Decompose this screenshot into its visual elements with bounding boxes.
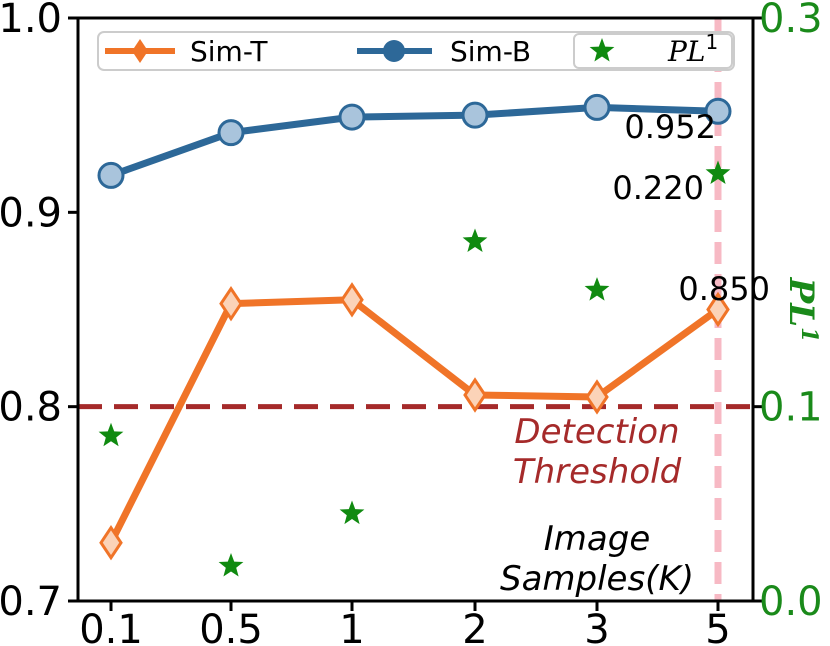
x-tick-label-1: 1	[339, 607, 364, 646]
pl1-point-3	[584, 277, 610, 301]
x-tick-label-5: 5	[705, 607, 730, 646]
sim-t-line	[107, 296, 721, 545]
legend-sim-t-label: Sim-T	[190, 35, 268, 68]
legend-pl1-label: PL1	[667, 30, 718, 68]
x-tick-label-2: 2	[462, 607, 487, 646]
right-axis-label-base: PL	[781, 277, 821, 327]
right-tick-label-0.3: 0.3	[759, 0, 823, 42]
pl1-point-0.1	[98, 422, 124, 447]
legend-pl1-box	[573, 33, 733, 69]
sim-t-point-0.5	[219, 285, 243, 322]
right-axis-label: PL1	[781, 277, 822, 343]
legend-pl1-marker	[589, 38, 615, 62]
threshold-label-line2: Threshold	[513, 452, 682, 492]
sim-b-point-0.1	[97, 161, 125, 189]
legend-pl1-label-sup: 1	[705, 30, 718, 54]
x-tick-label-0.5: 0.5	[199, 607, 263, 646]
left-axis-ticks: 0.7 0.8 0.9 1.0	[0, 0, 78, 625]
legend: Sim-T Sim-B PL1	[97, 30, 735, 71]
right-axis-label-sup: 1	[796, 327, 822, 342]
pl1-point-1	[339, 500, 365, 525]
threshold-label-line1: Detection	[514, 412, 679, 452]
sim-t-point-5	[706, 291, 730, 328]
x-tick-label-0.1: 0.1	[79, 607, 143, 646]
left-tick-label-0.8: 0.8	[0, 385, 62, 431]
legend-sim-b-label: Sim-B	[450, 35, 531, 68]
x-tick-label-3: 3	[584, 607, 609, 646]
legend-pl1-label-base: PL	[667, 35, 705, 68]
sim-t-point-3	[585, 379, 609, 415]
left-tick-label-1.0: 1.0	[0, 0, 62, 42]
sim-t-point-1	[340, 282, 364, 318]
annotation-sim-b-last: 0.952	[624, 108, 716, 146]
legend-sim-t-marker	[132, 39, 148, 63]
sim-b-line	[109, 103, 719, 179]
sim-b-point-1	[338, 103, 366, 131]
sim-b-point-0.5	[217, 119, 245, 147]
right-tick-label-0.0: 0.0	[759, 579, 823, 625]
left-tick-label-0.7: 0.7	[0, 579, 62, 625]
sim-b-point-3	[583, 93, 611, 121]
pl1-point-0.5	[218, 553, 244, 577]
pl1-point-2	[462, 228, 488, 252]
annotation-pl1-last: 0.220	[612, 169, 704, 207]
right-tick-label-0.1: 0.1	[759, 385, 823, 431]
x-axis-label-line2: Samples(K)	[500, 559, 694, 599]
sim-t-point-2	[463, 377, 487, 413]
series-layer	[97, 93, 732, 577]
plot-frame	[76, 16, 755, 603]
left-tick-label-0.9: 0.9	[0, 190, 62, 236]
sim-b-point-5	[704, 97, 732, 125]
sim-t-point-0.1	[99, 524, 123, 561]
x-axis-ticks: 0.1 0.5 1 2 3 5	[79, 601, 731, 646]
x-axis-label-line1: Image	[544, 519, 650, 559]
annotation-sim-t-last: 0.850	[678, 270, 770, 308]
legend-sim-b-marker	[383, 40, 405, 62]
right-axis-ticks: 0.0 0.1 0.3	[753, 0, 823, 625]
pl1-point-5	[705, 160, 731, 184]
sim-b-point-2	[461, 101, 489, 129]
